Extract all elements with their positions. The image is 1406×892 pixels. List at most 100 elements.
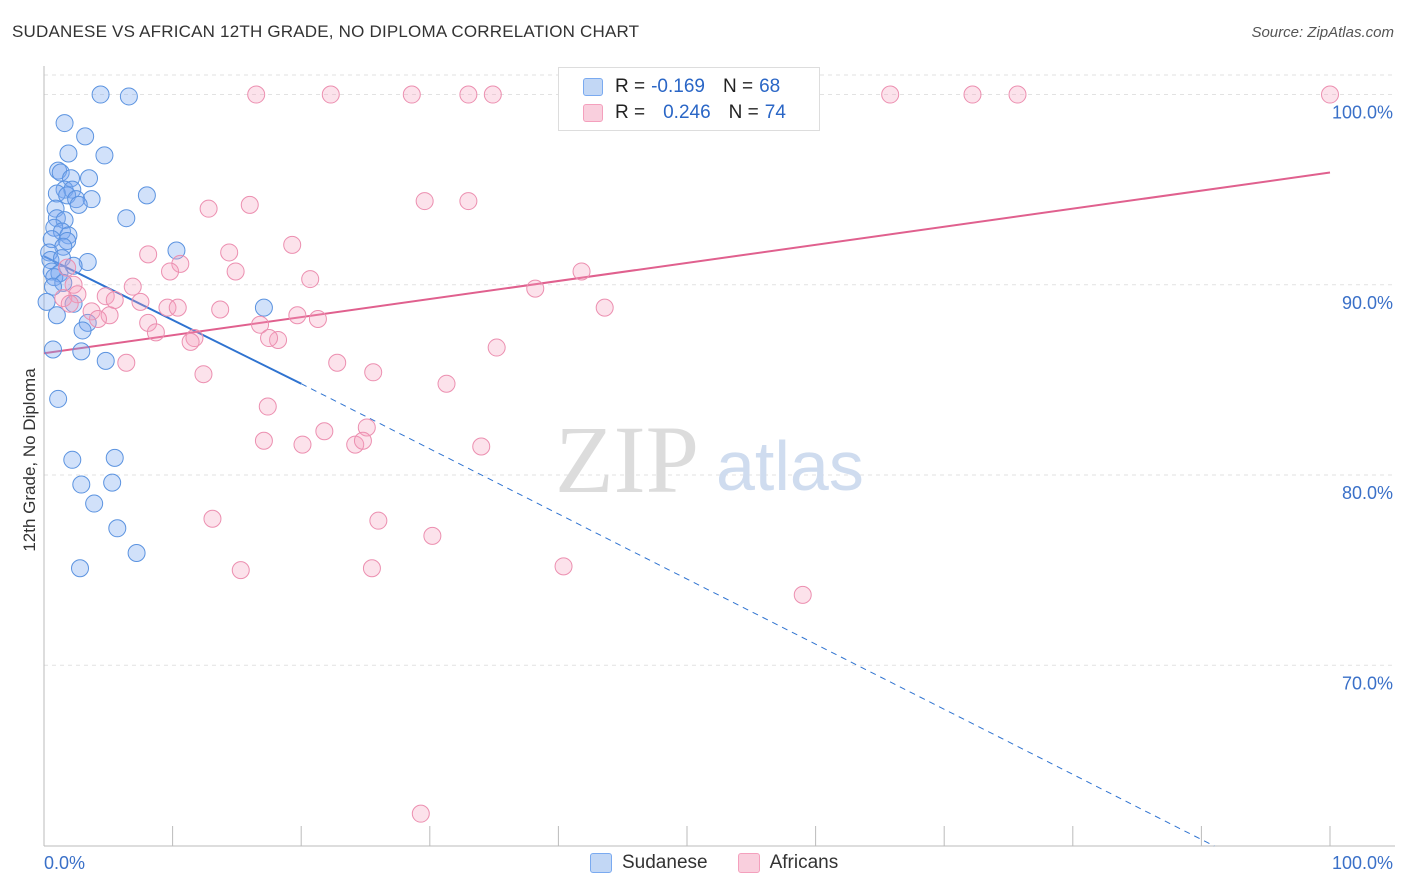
y-axis-label: 12th Grade, No Diploma: [20, 368, 39, 552]
watermark-atlas: atlas: [716, 427, 864, 505]
series-legend-africans[interactable]: Africans: [737, 852, 839, 874]
sudanese-point: [55, 114, 74, 133]
legend-r-label: R =: [615, 76, 646, 97]
africans-point: [139, 245, 158, 264]
y-tick-label: 70.0%: [1342, 673, 1393, 693]
africans-point: [459, 85, 478, 104]
legend-row-sudanese: R = -0.169 N = 68: [583, 76, 780, 98]
sudanese-label: Sudanese: [622, 852, 708, 873]
africans-point: [321, 85, 340, 104]
africans-point: [595, 298, 614, 317]
y-tick-label: 80.0%: [1342, 483, 1393, 503]
africans-point: [100, 306, 119, 325]
series-legend-sudanese[interactable]: Sudanese: [590, 852, 708, 874]
sudanese-point: [58, 186, 77, 205]
africans-point: [82, 302, 101, 321]
africans-point: [181, 332, 200, 351]
africans-point: [58, 258, 77, 277]
africans-point: [1321, 85, 1339, 104]
africans-point: [963, 85, 982, 104]
sudanese-point: [47, 306, 66, 325]
sudanese-point: [51, 163, 70, 182]
legend-n-value: 68: [759, 76, 781, 97]
sudanese-point: [73, 321, 92, 340]
africans-point: [194, 365, 213, 384]
africans-point: [357, 418, 376, 437]
africans-point: [258, 397, 277, 416]
sudanese-point: [41, 251, 60, 270]
correlation-legend: R = -0.169 N = 68 R = 0.246 N = 74: [558, 67, 820, 131]
africans-point: [171, 254, 190, 273]
africans-point: [251, 315, 270, 334]
africans-point: [211, 300, 230, 319]
sudanese-point: [63, 450, 82, 469]
africans-point: [123, 277, 142, 296]
legend-swatch-africans: [583, 104, 603, 122]
sudanese-point: [95, 146, 114, 165]
sudanese-swatch: [590, 853, 612, 873]
africans-point: [572, 262, 591, 281]
africans-point: [308, 310, 327, 329]
sudanese-trend-extension: [300, 383, 1215, 847]
africans-point: [459, 192, 478, 211]
africans-point: [315, 422, 334, 441]
africans-point: [487, 338, 506, 357]
africans-point: [881, 85, 900, 104]
africans-point: [369, 511, 388, 530]
africans-point: [105, 291, 124, 309]
africans-point: [199, 199, 218, 218]
sudanese-point: [91, 85, 110, 104]
africans-point: [240, 195, 259, 214]
sudanese-point: [44, 277, 63, 296]
africans-point: [139, 313, 158, 332]
africans-point: [1008, 85, 1027, 104]
africans-point: [293, 435, 312, 454]
africans-point: [526, 279, 545, 298]
africans-point: [203, 509, 222, 528]
africans-point: [423, 526, 442, 545]
africans-point: [220, 243, 239, 262]
africans-point: [328, 353, 347, 372]
africans-point: [131, 292, 150, 311]
africans-point: [161, 262, 180, 281]
sudanese-point: [72, 342, 91, 361]
africans-point: [793, 585, 812, 604]
africans-point: [247, 85, 266, 104]
africans-label: Africans: [769, 852, 839, 873]
sudanese-point: [59, 144, 78, 163]
africans-point: [254, 431, 273, 450]
legend-row-africans: R = 0.246 N = 74: [583, 102, 786, 124]
sudanese-point: [45, 268, 64, 287]
tick-labels: 70.0% 80.0% 90.0% 100.0% 0.0% 100.0%: [44, 103, 1393, 873]
africans-point: [226, 262, 245, 281]
legend-swatch-sudanese: [583, 78, 603, 96]
y-tick-label: 100.0%: [1332, 103, 1393, 123]
axes: [43, 66, 1395, 847]
sudanese-point: [55, 211, 74, 230]
sudanese-point: [64, 256, 83, 275]
africans-point: [68, 285, 87, 304]
africans-point: [64, 275, 83, 294]
africans-point: [168, 298, 187, 317]
legend-n-value: 74: [764, 102, 786, 123]
africans-point: [415, 192, 434, 211]
watermark-zip: ZIP: [555, 406, 699, 513]
legend-r-value: 0.246: [663, 102, 711, 123]
y-tick-label: 90.0%: [1342, 293, 1393, 313]
sudanese-point: [85, 494, 104, 513]
africans-point: [437, 374, 456, 393]
sudanese-point: [72, 475, 91, 494]
africans-point: [402, 85, 421, 104]
africans-point: [96, 287, 115, 306]
africans-point: [260, 329, 279, 348]
sudanese-point: [103, 473, 122, 492]
trend-lines: [43, 171, 1331, 847]
sudanese-point: [127, 544, 146, 563]
legend-n-label: N =: [722, 76, 754, 97]
sudanese-point: [78, 252, 97, 271]
legend-r-value: -0.169: [651, 76, 705, 97]
sudanese-point: [64, 294, 83, 313]
africans-point: [554, 557, 573, 576]
sudanese-point: [167, 241, 186, 260]
